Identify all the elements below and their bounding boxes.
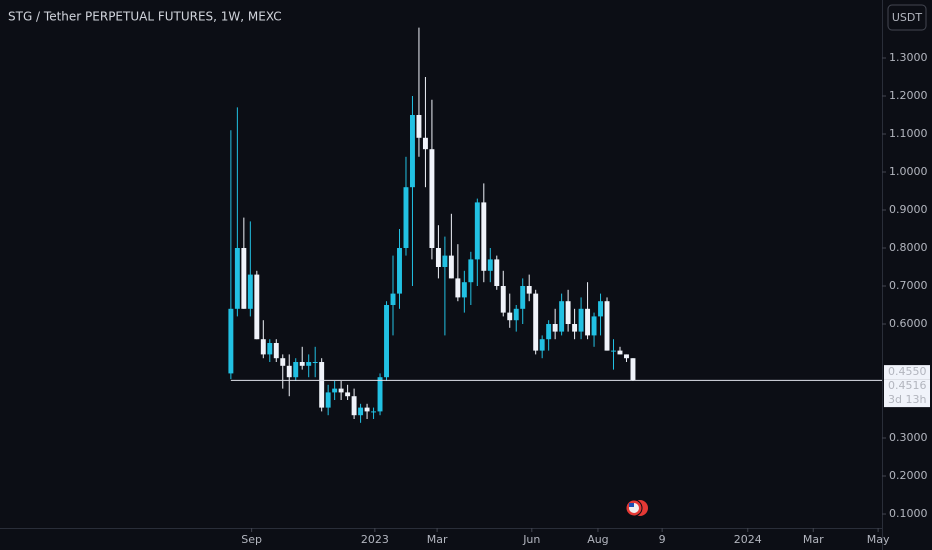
candle-body bbox=[513, 308, 519, 321]
candle-body bbox=[559, 301, 565, 332]
candle-body bbox=[507, 312, 513, 321]
candle-body bbox=[598, 301, 604, 317]
event-flag-canton[interactable] bbox=[629, 503, 634, 507]
candle-body bbox=[474, 202, 480, 260]
y-tick-label: 0.9000 bbox=[889, 203, 928, 216]
candle-body bbox=[468, 259, 474, 283]
candle-body bbox=[254, 274, 260, 340]
y-tick-label: 1.2000 bbox=[889, 89, 928, 102]
candle-body bbox=[585, 308, 591, 336]
candle-body bbox=[384, 305, 389, 378]
candle-body bbox=[371, 411, 377, 413]
y-tick-label: 0.7000 bbox=[889, 279, 928, 292]
candle-body bbox=[358, 407, 364, 416]
candle-body bbox=[286, 365, 292, 378]
candle-body bbox=[455, 278, 461, 298]
candle-body bbox=[234, 248, 240, 309]
price-label: 0.4550 bbox=[888, 365, 927, 378]
candle-body bbox=[319, 362, 325, 408]
candle-body bbox=[397, 248, 402, 294]
candle-body bbox=[364, 407, 370, 412]
candle-body bbox=[604, 301, 610, 351]
candle-body bbox=[494, 259, 500, 287]
x-tick-label: Sep bbox=[241, 533, 262, 546]
candle-body bbox=[403, 187, 409, 249]
candles bbox=[228, 27, 636, 423]
candle-body bbox=[539, 339, 545, 351]
candle-body bbox=[435, 248, 441, 268]
candle-body bbox=[416, 114, 422, 138]
candle-body bbox=[591, 316, 597, 336]
candle-body bbox=[312, 362, 318, 364]
candle-body bbox=[325, 392, 331, 408]
event-icon[interactable] bbox=[625, 499, 648, 517]
candle-body bbox=[247, 274, 253, 309]
candle-body bbox=[520, 286, 526, 309]
candle-body bbox=[332, 388, 338, 393]
x-tick-label: Jun bbox=[522, 533, 540, 546]
candle-body bbox=[565, 301, 571, 325]
y-tick-label: 1.3000 bbox=[889, 51, 928, 64]
candle-body bbox=[442, 255, 448, 268]
candle-body bbox=[228, 308, 234, 374]
candle-body bbox=[429, 149, 435, 249]
x-tick-label: Mar bbox=[427, 533, 448, 546]
candle-body bbox=[448, 255, 454, 279]
price-label-box bbox=[884, 365, 930, 380]
x-tick-label: 2023 bbox=[361, 533, 389, 546]
candle-body bbox=[461, 282, 467, 298]
candle-body bbox=[390, 293, 396, 306]
candle-body bbox=[422, 137, 428, 150]
x-tick-label: 2024 bbox=[734, 533, 762, 546]
candle-body bbox=[526, 286, 532, 294]
candle-body bbox=[611, 350, 616, 352]
candle-body bbox=[572, 324, 578, 332]
candle-body bbox=[345, 392, 351, 397]
x-tick-label: May bbox=[867, 533, 890, 546]
countdown: 3d 13h bbox=[888, 393, 926, 406]
candle-body bbox=[267, 343, 273, 355]
candle-body bbox=[481, 202, 487, 271]
x-tick-label: Aug bbox=[587, 533, 608, 546]
candle-body bbox=[410, 114, 415, 188]
chart-title: STG / Tether PERPETUAL FUTURES, 1W, MEXC bbox=[8, 10, 282, 24]
candle-body bbox=[500, 286, 506, 313]
candle-body bbox=[293, 362, 299, 378]
candle-body bbox=[280, 358, 286, 366]
y-tick-label: 0.2000 bbox=[889, 469, 928, 482]
candle-body bbox=[377, 377, 383, 412]
candle-body bbox=[260, 339, 266, 355]
y-tick-label: 0.8000 bbox=[889, 241, 928, 254]
candle-body bbox=[299, 362, 305, 366]
x-tick-label: 9 bbox=[659, 533, 666, 546]
candle-body bbox=[624, 354, 629, 359]
candle-body bbox=[273, 343, 279, 359]
y-tick-label: 0.3000 bbox=[889, 431, 928, 444]
candle-body bbox=[552, 324, 558, 332]
y-tick-label: 1.1000 bbox=[889, 127, 928, 140]
candle-body bbox=[630, 358, 636, 381]
candle-body bbox=[351, 396, 357, 416]
candle-body bbox=[617, 350, 623, 355]
y-tick-label: 0.1000 bbox=[889, 507, 928, 520]
y-tick-label: 0.6000 bbox=[889, 317, 928, 330]
x-tick-label: Mar bbox=[803, 533, 824, 546]
currency-label[interactable]: USDT bbox=[892, 11, 923, 24]
candle-body bbox=[306, 362, 312, 366]
currency-button[interactable] bbox=[887, 4, 927, 31]
candle-body bbox=[487, 259, 493, 271]
price-label: 0.4516 bbox=[888, 379, 927, 392]
candle-body bbox=[338, 388, 344, 393]
price-label-box bbox=[884, 379, 930, 408]
candle-body bbox=[546, 324, 552, 340]
candle-body bbox=[578, 308, 584, 332]
candle-body bbox=[533, 293, 539, 351]
y-tick-label: 1.0000 bbox=[889, 165, 928, 178]
candle-body bbox=[241, 248, 247, 309]
